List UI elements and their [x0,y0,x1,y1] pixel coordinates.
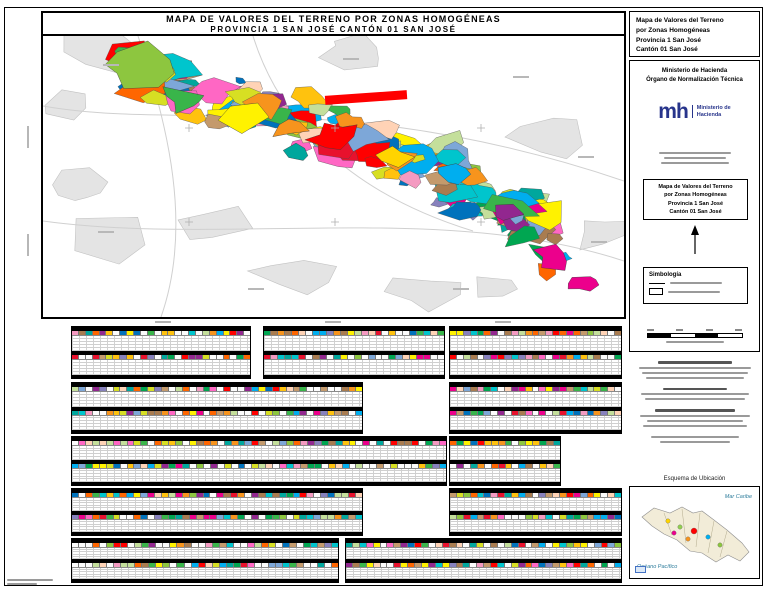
legend-item [649,282,742,284]
scale-segment [647,334,671,337]
costa-rica-map-canvas [641,506,750,563]
logo-initials: mh [658,100,688,123]
value-table-block [263,326,445,379]
locator-map: Mar Caribe Océano Pacífico [629,486,760,579]
text-line [639,414,750,417]
text-line [676,329,684,331]
text-line [644,398,745,400]
credits-text [630,149,759,167]
logo-wordmark: Ministerio de Hacienda [691,104,731,119]
text-line [646,419,743,422]
text-line [7,583,37,585]
text-line [668,290,720,293]
text-line [646,329,654,331]
coordinate-label [27,126,29,148]
scale-bar [630,329,759,343]
coordinate-label [495,321,511,323]
map-sheet: MAPA DE VALORES DEL TERRENO POR ZONAS HO… [4,7,763,586]
logo-word-line: Ministerio de [696,104,731,111]
text-line [645,376,744,379]
text-line [663,157,726,159]
text-line [657,361,732,364]
text-line [735,329,743,331]
text-line [658,152,731,154]
sea-label-pacifico: Océano Pacífico [637,564,678,570]
zone-symbol-icon [649,288,663,295]
sea-label-caribe: Mar Caribe [724,494,752,500]
text-line [660,162,729,164]
value-table-block [449,436,561,486]
ministry-name: Ministerio de Hacienda [661,68,728,74]
zones-map-canvas [43,36,624,317]
text-line [705,329,713,331]
value-table-block [71,382,363,434]
text-line [650,435,739,438]
scale-segment [671,334,695,337]
sidebar-info-box: Mapa de Valores del Terreno por Zonas Ho… [643,179,748,220]
text-line [654,409,735,412]
sidebar-notes [632,358,757,446]
locator-legend-swatch [635,566,646,573]
map-title-box: MAPA DE VALORES DEL TERRENO POR ZONAS HO… [41,11,626,36]
text-line [640,393,749,395]
coordinate-label [325,321,341,323]
sidebar-title-line: Provincia 1 San José [636,36,702,44]
simbologia-title: Simbología [649,272,682,278]
sidebar-title-box: Mapa de Valores del Terreno por Zonas Ho… [629,11,760,57]
coordinate-label [27,234,29,256]
value-table-block [449,382,622,434]
ministry-organ: Órgano de Normalización Técnica [646,77,743,83]
map-title-line2: PROVINCIA 1 SAN JOSÉ CANTÓN 01 SAN JOSÉ [210,24,457,34]
main-map [41,34,626,319]
sidebar-title-line: Mapa de Valores del Terreno [636,17,724,24]
scale-strip [646,333,743,338]
text-line [670,282,722,284]
value-table-block [71,538,339,583]
info-line: Cantón 01 San José [669,208,722,215]
ministry-block: Ministerio de Hacienda Órgano de Normali… [630,67,759,85]
sidebar-title-line: Cantón 01 San José [636,46,698,54]
map-title-line1: MAPA DE VALORES DEL TERRENO POR ZONAS HO… [166,13,501,24]
text-line [642,424,747,427]
text-line [659,440,730,443]
locator-caption: Esquema de Ubicación [663,476,726,482]
north-arrow [630,225,759,255]
info-line: por Zonas Homogéneas [664,192,727,199]
hacienda-logo: mh Ministerio de Hacienda [630,101,759,122]
info-line: Provincia 1 San José [667,200,724,207]
scale-tick-labels [646,329,743,331]
value-table-block [449,488,622,536]
line-symbol-icon [649,282,665,284]
coordinate-label [155,321,171,323]
simbologia-box: Simbología [643,267,748,304]
scale-segment [694,334,718,337]
text-line [638,366,751,369]
text-line [662,387,727,390]
text-line [665,341,724,343]
value-table-block [71,436,447,486]
text-line [641,371,748,374]
legend-item [649,288,742,295]
value-table-block [71,488,363,536]
logo-word-line: Hacienda [696,111,722,118]
sidebar-title-line: por Zonas Homogéneas [636,26,711,34]
scale-segment [718,334,742,337]
sidebar: Mapa de Valores del Terreno por Zonas Ho… [629,8,761,587]
north-arrow-icon [690,225,699,254]
value-table-block [449,326,622,379]
sidebar-main-box: Ministerio de Hacienda Órgano de Normali… [629,60,760,352]
value-table-block [71,326,251,379]
footer-stamp [7,577,53,587]
text-line [7,579,53,581]
value-table-block [345,538,622,583]
info-line: Mapa de Valores del Terreno [658,184,733,190]
